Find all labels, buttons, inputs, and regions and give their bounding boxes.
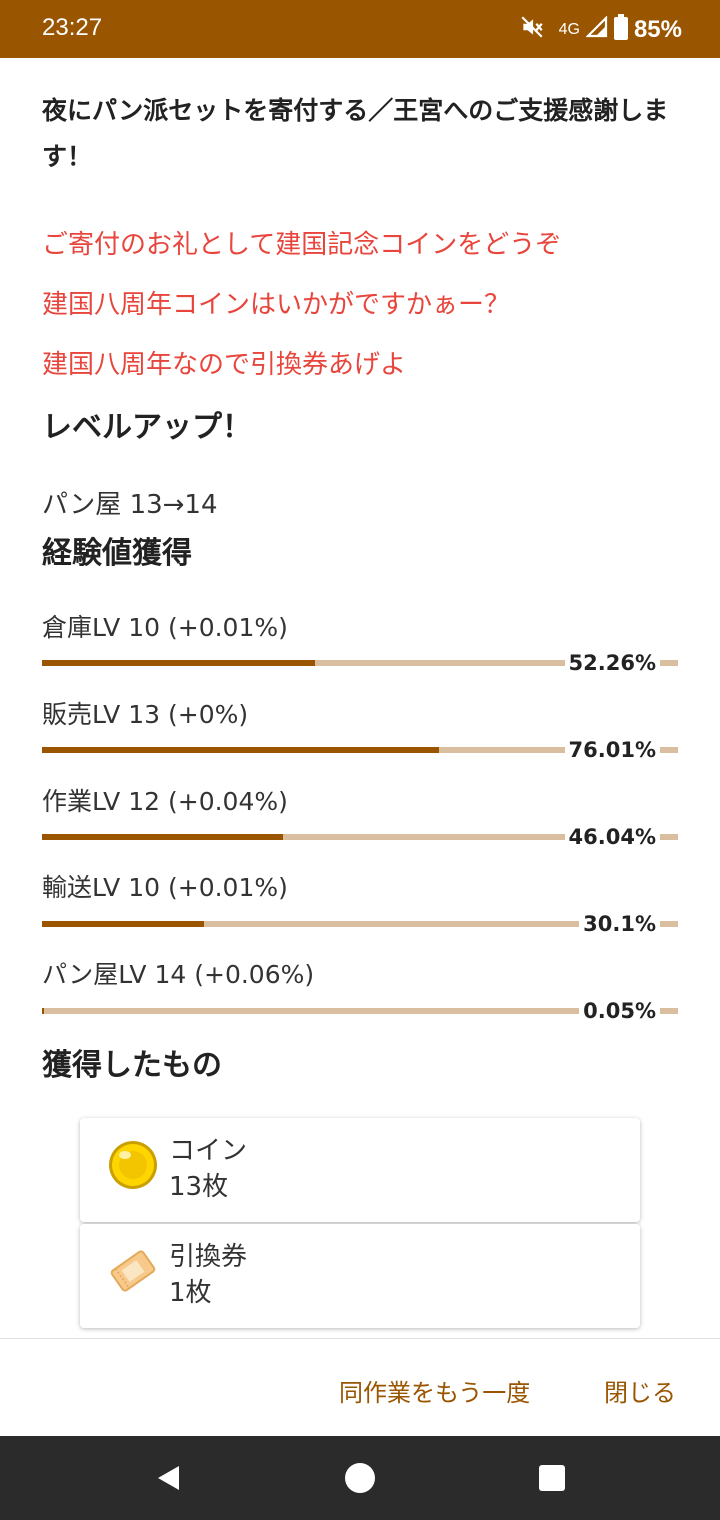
reward-name: 引換券	[169, 1242, 248, 1272]
bar-fill	[42, 834, 283, 840]
skill-percent: 52.26%	[568, 651, 656, 675]
signal-icon	[585, 15, 608, 43]
level-up-title: レベルアップ！	[42, 410, 252, 445]
mute-icon	[519, 14, 545, 45]
reward-name: コイン	[169, 1136, 248, 1166]
skill-progress-bar: 0.05%	[42, 999, 678, 1023]
skill-percent: 0.05%	[583, 999, 656, 1023]
coin-icon	[106, 1138, 160, 1192]
rewards-title: 獲得したもの	[42, 1048, 222, 1083]
recents-icon[interactable]	[536, 1462, 568, 1494]
result-content[interactable]: 夜にパン派セットを寄付する／王宮へのご支援感謝します！ ご寄付のお礼として建国記…	[0, 58, 720, 1338]
status-time: 23:27	[42, 14, 103, 41]
dialog-actions: 同作業をもう一度 閉じる	[0, 1338, 720, 1436]
bar-tail	[660, 921, 678, 927]
status-icons: 4G 85%	[519, 14, 682, 45]
bar-fill	[42, 747, 440, 753]
skill-label: 倉庫LV 10 (+0.01%)	[42, 613, 288, 642]
bar-tail	[660, 747, 678, 753]
reward-card-ticket: 引換券 1枚	[80, 1224, 640, 1328]
home-icon[interactable]	[344, 1462, 376, 1494]
reward-message: ご寄付のお礼として建国記念コインをどうぞ	[42, 230, 562, 260]
back-icon[interactable]	[152, 1462, 184, 1494]
skill-label: パン屋LV 14 (+0.06%)	[42, 960, 315, 989]
bar-track	[42, 921, 580, 927]
page-title: 夜にパン派セットを寄付する／王宮へのご支援感謝します！	[42, 96, 669, 171]
skill-label: 輸送LV 10 (+0.01%)	[42, 873, 288, 902]
bar-tail	[660, 660, 678, 666]
skill-progress-bar: 46.04%	[42, 825, 678, 849]
bar-fill	[42, 921, 204, 927]
reward-message: 建国八周年なので引換券あげよ	[42, 350, 407, 380]
battery-icon	[613, 14, 628, 45]
skill-label: 作業LV 12 (+0.04%)	[42, 787, 288, 816]
bar-tail	[660, 834, 678, 840]
skill-percent: 76.01%	[568, 738, 656, 762]
bar-fill	[42, 1008, 44, 1014]
skill-label: 販売LV 13 (+0%)	[42, 700, 249, 729]
bar-track	[42, 1008, 580, 1014]
network-type: 4G	[558, 20, 580, 38]
reward-count: 13枚	[169, 1172, 229, 1202]
exp-title: 経験値獲得	[42, 536, 192, 571]
bar-fill	[42, 660, 316, 666]
skill-percent: 30.1%	[583, 912, 656, 936]
skill-progress-bar: 52.26%	[42, 651, 678, 675]
level-up-detail: パン屋 13→14	[42, 490, 218, 520]
skill-progress-bar: 76.01%	[42, 738, 678, 762]
bar-track	[42, 834, 565, 840]
reward-card-coin: コイン 13枚	[80, 1118, 640, 1222]
battery-percent: 85%	[633, 15, 682, 43]
reward-count: 1枚	[169, 1278, 212, 1308]
skill-percent: 46.04%	[568, 825, 656, 849]
status-bar: 23:27 4G 85%	[0, 0, 720, 58]
bar-tail	[660, 1008, 678, 1014]
system-nav-bar	[0, 1436, 720, 1520]
reward-message: 建国八周年コインはいかがですかぁー？	[42, 290, 511, 320]
repeat-button[interactable]: 同作業をもう一度	[339, 1379, 531, 1407]
ticket-icon	[106, 1244, 160, 1298]
skill-progress-bar: 30.1%	[42, 912, 678, 936]
close-button[interactable]: 閉じる	[604, 1379, 676, 1407]
